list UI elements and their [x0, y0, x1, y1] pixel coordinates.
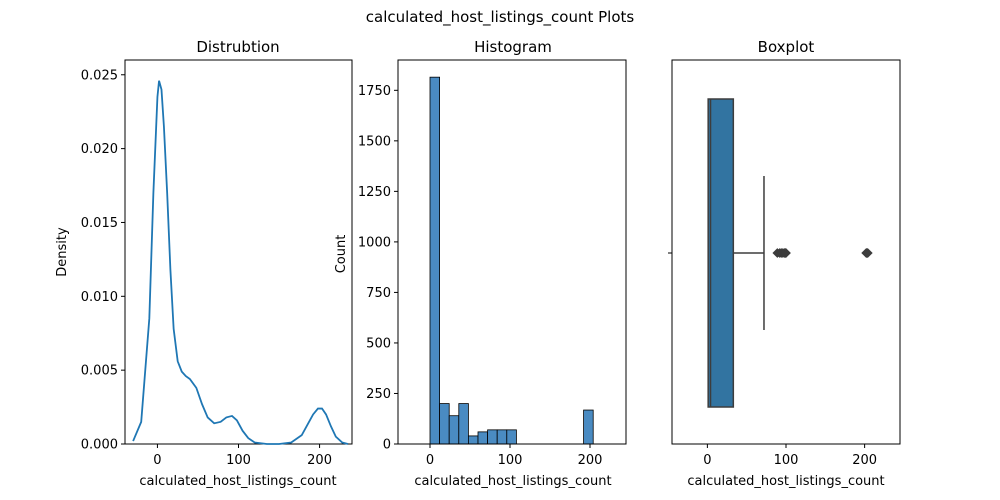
histogram-bar — [487, 429, 498, 445]
distribution-x-label: calculated_host_listings_count — [139, 474, 336, 489]
distribution-x-ticks: 0 100 200 — [153, 444, 332, 468]
histogram-y-tick-label: 1250 — [358, 185, 391, 200]
distribution-y-label: Density — [55, 227, 70, 277]
histogram-x-tick-label: 0 — [426, 453, 434, 468]
boxplot-panel: Boxplot 0 100 200 calculated_host_listings… — [668, 38, 901, 489]
boxplot-outlier — [781, 248, 791, 258]
distribution-frame — [124, 59, 353, 445]
histogram-frame — [397, 59, 627, 445]
histogram-bar — [583, 409, 594, 445]
distribution-panel: Distrubtion 0 100 200 0.000 0.005 0.010 0.015… — [55, 38, 353, 489]
histogram-bars — [429, 76, 594, 445]
boxplot-x-tick-label: 100 — [774, 453, 799, 468]
figure-suptitle: calculated_host_listings_count Plots — [366, 8, 635, 27]
histogram-bar — [506, 429, 517, 445]
histogram-bar — [429, 76, 441, 445]
histogram-bar — [477, 431, 489, 445]
distribution-y-tick-label: 0.005 — [81, 364, 118, 379]
histogram-bar — [458, 403, 469, 445]
histogram-bar — [496, 429, 508, 445]
distribution-x-tick-label: 200 — [307, 453, 332, 468]
distribution-y-tick-label: 0.020 — [81, 142, 118, 157]
histogram-x-label: calculated_host_listings_count — [414, 474, 611, 489]
histogram-bar — [448, 415, 460, 445]
distribution-x-tick-label: 100 — [226, 453, 251, 468]
histogram-y-tick-label: 750 — [366, 286, 391, 301]
boxplot-x-tick-label: 0 — [703, 453, 711, 468]
histogram-x-tick-label: 200 — [578, 453, 603, 468]
boxplot-x-label: calculated_host_listings_count — [687, 474, 884, 489]
histogram-y-tick-label: 1000 — [358, 235, 391, 250]
boxplot-x-ticks: 0 100 200 — [703, 444, 877, 468]
distribution-y-tick-label: 0.000 — [81, 438, 118, 453]
histogram-panel: Histogram 0 100 200 0 250 500 750 1000 1250 1500… — [334, 38, 627, 489]
histogram-bar — [439, 403, 450, 445]
distribution-y-tick-label: 0.015 — [81, 216, 118, 231]
boxplot-title: Boxplot — [758, 38, 815, 56]
histogram-title: Histogram — [474, 38, 552, 56]
distribution-x-tick-label: 0 — [153, 453, 161, 468]
histogram-y-tick-label: 500 — [366, 336, 391, 351]
histogram-y-tick-label: 250 — [366, 387, 391, 402]
boxplot-outlier — [862, 248, 873, 258]
histogram-y-tick-label: 1500 — [358, 134, 391, 149]
boxplot-marks — [707, 98, 873, 408]
histogram-bar — [467, 435, 479, 445]
distribution-y-ticks: 0.000 0.005 0.010 0.015 0.020 0.025 — [81, 68, 125, 453]
histogram-y-label: Count — [334, 235, 349, 274]
boxplot-box — [707, 98, 735, 408]
distribution-y-tick-label: 0.010 — [81, 290, 118, 305]
distribution-y-tick-label: 0.025 — [81, 68, 118, 83]
histogram-y-tick-label: 0 — [383, 438, 391, 453]
histogram-x-ticks: 0 100 200 — [426, 444, 603, 468]
boxplot-x-tick-label: 200 — [852, 453, 877, 468]
histogram-x-tick-label: 100 — [498, 453, 523, 468]
histogram-y-ticks: 0 250 500 750 1000 1250 1500 1750 — [358, 84, 398, 453]
distribution-title: Distrubtion — [196, 38, 279, 56]
histogram-y-tick-label: 1750 — [358, 84, 391, 99]
distribution-kde-line — [132, 80, 349, 445]
